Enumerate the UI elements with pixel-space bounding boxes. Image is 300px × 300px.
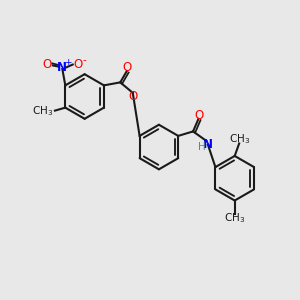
Text: N: N [203,138,213,151]
Text: CH$_3$: CH$_3$ [224,211,245,225]
Text: H: H [197,142,205,152]
Text: -: - [82,55,86,65]
Text: O: O [123,61,132,74]
Text: N: N [57,61,67,74]
Text: CH$_3$: CH$_3$ [229,133,250,146]
Text: +: + [64,58,71,67]
Text: CH$_3$: CH$_3$ [32,104,53,118]
Text: O: O [74,58,83,71]
Text: O: O [128,90,138,103]
Text: O: O [42,58,52,71]
Text: O: O [194,109,204,122]
